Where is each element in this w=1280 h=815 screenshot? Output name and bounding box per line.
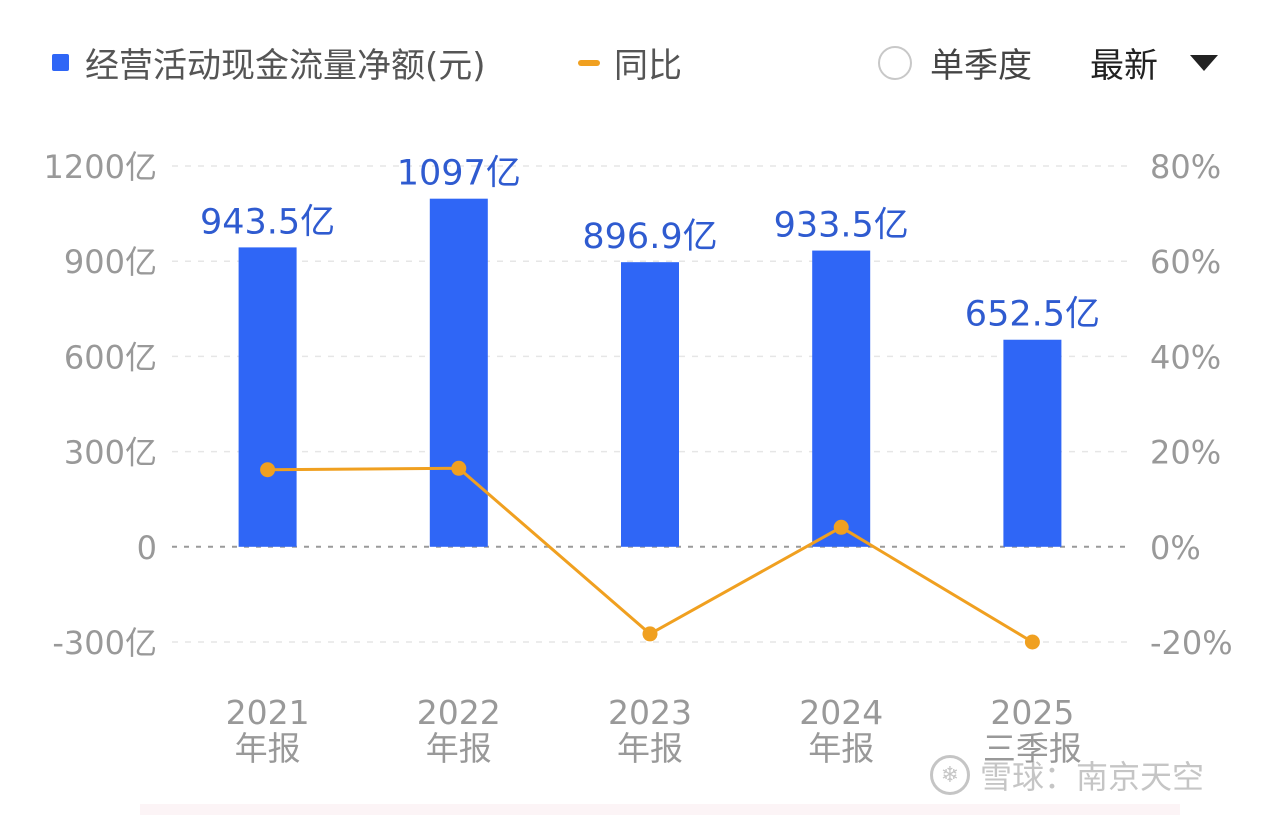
- yoy-point: [833, 519, 849, 535]
- watermark-text: 雪球：南京天空: [980, 758, 1205, 796]
- y-left-tick-label: 1200亿: [44, 148, 157, 186]
- bar-data-label: 896.9亿: [582, 217, 717, 257]
- watermark: ❄ 雪球：南京天空: [930, 752, 1204, 798]
- bar: [812, 250, 871, 547]
- yoy-point: [260, 462, 276, 478]
- bar-data-label: 933.5亿: [774, 206, 909, 246]
- bar-data-label: 652.5亿: [965, 295, 1100, 335]
- x-tick-sublabel: 年报: [617, 729, 683, 768]
- legend-cash-flow-label: 经营活动现金流量净额(元): [85, 46, 486, 86]
- y-right-tick-label: 40%: [1150, 338, 1221, 376]
- y-right-tick-label: 60%: [1150, 243, 1221, 281]
- x-tick-label: 2023: [608, 693, 692, 732]
- x-tick-sublabel: 年报: [808, 729, 874, 768]
- x-tick-sublabel: 年报: [235, 729, 301, 768]
- radio-unchecked-icon[interactable]: [878, 45, 912, 80]
- period-dropdown[interactable]: 最新: [1090, 38, 1218, 87]
- yoy-point: [642, 626, 658, 642]
- y-left-tick-label: 600亿: [64, 338, 157, 376]
- x-tick-label: 2024: [799, 693, 883, 732]
- x-tick-label: 2025: [990, 693, 1074, 732]
- y-left-tick-label: -300亿: [52, 624, 157, 662]
- legend-line-swatch: [578, 59, 600, 66]
- bar-data-label: 1097亿: [397, 154, 521, 194]
- bar: [621, 262, 679, 547]
- x-tick-label: 2022: [417, 693, 501, 732]
- legend-yoy-label: 同比: [614, 46, 682, 86]
- x-tick-sublabel: 年报: [426, 729, 492, 768]
- x-tick-label: 2021: [226, 693, 310, 732]
- bar-data-label: 943.5亿: [200, 202, 335, 242]
- bar: [429, 198, 488, 547]
- x-tick-sublabel: 三季报: [983, 729, 1082, 768]
- bar: [238, 247, 297, 547]
- y-right-tick-label: 20%: [1150, 434, 1221, 472]
- caret-down-icon[interactable]: [1190, 54, 1218, 71]
- y-right-tick-label: 0%: [1150, 529, 1201, 567]
- y-left-tick-label: 900亿: [64, 243, 157, 281]
- y-left-tick-label: 0: [137, 529, 157, 567]
- single-quarter-label: 单季度: [930, 46, 1032, 86]
- y-right-tick-label: -20%: [1150, 624, 1233, 662]
- legend-cash-flow: 经营活动现金流量净额(元): [52, 38, 486, 87]
- y-right-tick-label: 80%: [1150, 148, 1221, 186]
- bar: [1003, 339, 1062, 547]
- yoy-point: [451, 460, 467, 476]
- legend-bar-swatch: [52, 54, 69, 71]
- snowball-logo-icon: ❄: [930, 755, 970, 795]
- single-quarter-toggle[interactable]: 单季度: [878, 38, 1032, 87]
- bottom-strip: [140, 804, 1180, 815]
- yoy-point: [1024, 634, 1040, 650]
- period-label: 最新: [1090, 46, 1158, 86]
- legend-yoy: 同比: [578, 38, 682, 87]
- y-left-tick-label: 300亿: [64, 434, 157, 472]
